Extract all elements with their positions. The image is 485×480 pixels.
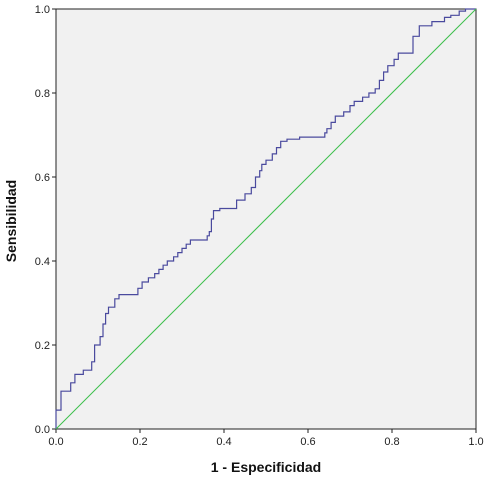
- x-tick-label: 0.8: [384, 436, 399, 448]
- x-axis: 0.0 0.2 0.4 0.6 0.8 1.0: [48, 429, 484, 448]
- reference-diagonal-line: [55, 8, 477, 430]
- y-tick-label: 1.0: [35, 4, 50, 16]
- y-axis-label: Sensibilidad: [3, 180, 19, 262]
- y-tick-label: 0.4: [35, 256, 50, 268]
- x-tick-label: 0.4: [216, 436, 231, 448]
- x-axis-label: 1 - Especificidad: [211, 459, 321, 475]
- roc-curve-line: [55, 8, 476, 429]
- x-tick-label: 0.6: [300, 436, 315, 448]
- y-tick-label: 0.0: [35, 424, 50, 436]
- y-tick-label: 0.2: [35, 340, 50, 352]
- y-tick-label: 0.6: [35, 172, 50, 184]
- x-tick-label: 0.2: [132, 436, 147, 448]
- x-tick-label: 0.0: [48, 436, 63, 448]
- y-tick-label: 0.8: [35, 88, 50, 100]
- y-axis: 0.0 0.2 0.4 0.6 0.8 1.0: [35, 4, 56, 436]
- series-group: [55, 8, 477, 430]
- x-tick-label: 1.0: [468, 436, 483, 448]
